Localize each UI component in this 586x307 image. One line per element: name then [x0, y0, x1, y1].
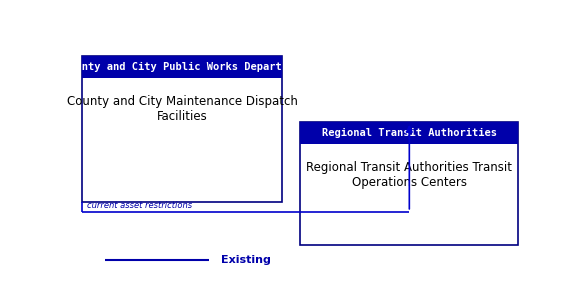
- Bar: [82, 56, 282, 202]
- Bar: [300, 122, 519, 245]
- Text: Existing: Existing: [221, 255, 271, 265]
- Bar: [82, 56, 282, 78]
- Text: County and City Maintenance Dispatch
Facilities: County and City Maintenance Dispatch Fac…: [67, 95, 298, 123]
- Text: Regional Transit Authorities Transit
Operations Centers: Regional Transit Authorities Transit Ope…: [306, 161, 512, 189]
- Bar: [300, 122, 519, 144]
- Text: current asset restrictions: current asset restrictions: [87, 201, 192, 210]
- Text: Regional Transit Authorities: Regional Transit Authorities: [322, 128, 497, 138]
- Text: County and City Public Works Depart...: County and City Public Works Depart...: [63, 62, 301, 72]
